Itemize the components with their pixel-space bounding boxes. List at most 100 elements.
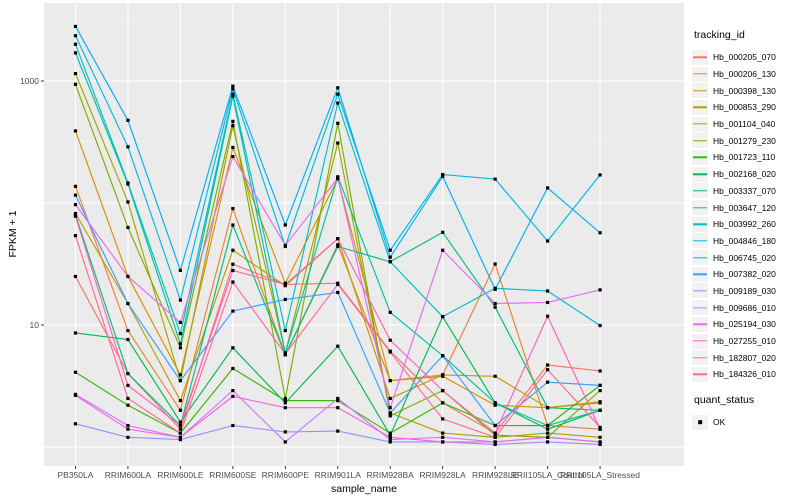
data-point <box>388 433 392 437</box>
data-point <box>493 440 497 444</box>
data-point <box>441 431 445 435</box>
data-point <box>231 388 235 393</box>
legend-key <box>692 83 708 99</box>
data-point <box>283 243 287 247</box>
data-point <box>73 422 78 426</box>
legend-key <box>692 414 708 430</box>
data-point <box>493 442 497 447</box>
legend-key <box>692 116 708 132</box>
data-point <box>388 431 392 435</box>
legend-line-swatch-icon <box>693 56 707 59</box>
data-point <box>126 435 130 439</box>
legend-line-swatch-icon <box>693 290 707 292</box>
data-point <box>231 119 235 123</box>
legend: tracking_id Hb_000205_070 Hb_000206_130 Hb… <box>692 29 798 430</box>
data-point <box>336 243 340 247</box>
legend-entry-label: Hb_001723_110 <box>713 152 776 163</box>
legend-entries: Hb_000205_070 Hb_000206_130 Hb_000398_130 H… <box>692 49 798 383</box>
legend-line-swatch-icon <box>693 173 707 175</box>
data-point <box>231 155 235 159</box>
legend-entry-Hb_182807_020: Hb_182807_020 <box>692 349 798 366</box>
data-point <box>126 200 130 204</box>
legend-line-swatch-icon <box>693 256 707 259</box>
data-point <box>546 431 550 435</box>
data-point <box>231 268 235 273</box>
data-point <box>231 206 235 211</box>
legend-entry-Hb_000398_130: Hb_000398_130 <box>692 82 798 99</box>
data-point <box>283 399 287 403</box>
data-point <box>546 380 550 384</box>
plot-panel <box>44 3 684 466</box>
data-point <box>546 186 550 190</box>
data-point <box>231 87 235 91</box>
data-point <box>546 406 550 410</box>
data-point <box>598 442 602 447</box>
data-point <box>231 84 235 88</box>
legend-title-tracking-id: tracking_id <box>694 29 745 41</box>
data-point <box>441 174 445 179</box>
legend-entry-Hb_002168_020: Hb_002168_020 <box>692 166 798 183</box>
data-point <box>178 399 182 403</box>
data-point <box>283 430 287 434</box>
data-point <box>336 92 340 96</box>
data-point <box>178 320 182 325</box>
data-point <box>73 331 78 335</box>
data-point <box>388 435 392 439</box>
data-point <box>388 406 392 410</box>
legend-entry-label: Hb_000206_130 <box>713 69 776 80</box>
data-point <box>126 383 130 387</box>
data-point <box>336 176 340 180</box>
legend-entry-label: Hb_184326_010 <box>713 369 776 380</box>
legend-entry-Hb_004846_180: Hb_004846_180 <box>692 233 798 250</box>
data-point <box>73 370 78 374</box>
legend-entry-label: Hb_001104_040 <box>713 119 776 130</box>
data-point <box>441 172 445 177</box>
data-point <box>441 248 445 252</box>
data-point <box>598 388 602 393</box>
legend-entry-Hb_025194_030: Hb_025194_030 <box>692 316 798 333</box>
data-point <box>546 239 550 243</box>
data-point <box>178 332 182 336</box>
data-point <box>178 431 182 435</box>
data-point <box>126 403 130 407</box>
data-point <box>546 289 550 293</box>
data-point <box>231 223 235 227</box>
legend-entry-label: OK <box>713 417 726 428</box>
data-point <box>231 346 235 350</box>
data-point <box>546 427 550 431</box>
data-point <box>126 423 130 428</box>
x-tick-label: RRIM600SE <box>209 470 257 480</box>
legend-entry-Hb_009686_010: Hb_009686_010 <box>692 299 798 316</box>
data-point <box>178 268 182 273</box>
x-tick-label: PB350LA <box>57 470 94 480</box>
legend-key <box>692 366 708 382</box>
data-point <box>178 420 182 424</box>
data-point <box>231 124 235 128</box>
data-point <box>546 300 550 305</box>
legend-line-swatch-icon <box>693 106 707 109</box>
legend-line-swatch-icon <box>693 190 707 192</box>
data-point <box>388 396 392 401</box>
data-point <box>231 94 235 98</box>
y-tick-label: 1000 <box>20 76 39 86</box>
data-point <box>441 401 445 405</box>
data-point <box>178 437 182 442</box>
legend-line-swatch-icon <box>693 156 707 159</box>
data-point <box>598 427 602 431</box>
y-tick-label: 10 <box>29 320 39 330</box>
legend-entry-Hb_003337_070: Hb_003337_070 <box>692 183 798 200</box>
legend-entry-Hb_003647_120: Hb_003647_120 <box>692 199 798 216</box>
data-point <box>336 282 340 287</box>
legend-entry-ok: OK <box>692 414 798 431</box>
data-point <box>126 328 130 333</box>
legend-entry-Hb_000853_290: Hb_000853_290 <box>692 99 798 116</box>
data-point <box>126 301 130 306</box>
legend-key <box>692 166 708 182</box>
legend-entry-Hb_027255_010: Hb_027255_010 <box>692 333 798 350</box>
legend-entry-Hb_009189_030: Hb_009189_030 <box>692 283 798 300</box>
data-point <box>598 173 602 177</box>
data-point <box>231 262 235 266</box>
legend-entry-Hb_000206_130: Hb_000206_130 <box>692 66 798 83</box>
